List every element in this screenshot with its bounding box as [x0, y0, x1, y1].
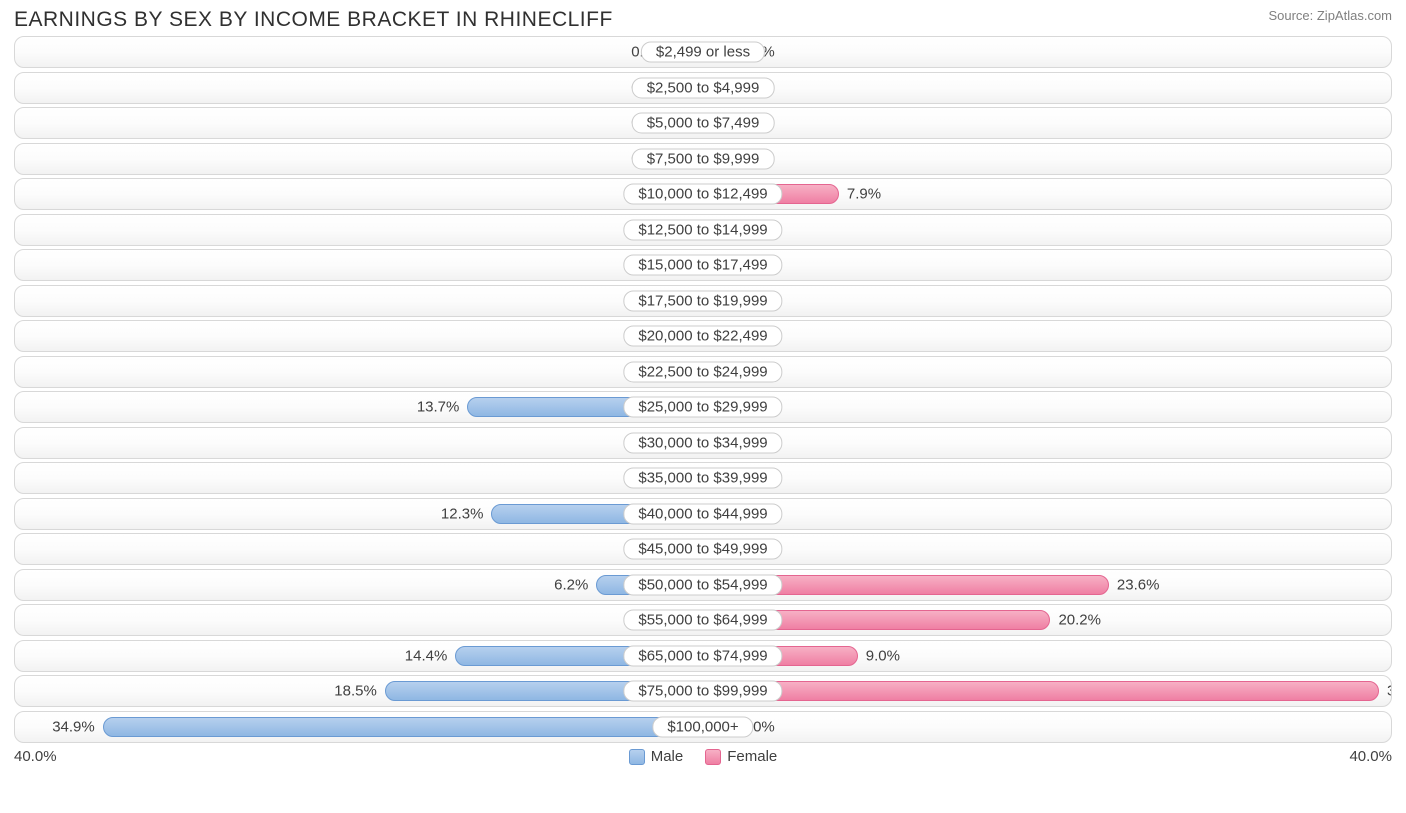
chart-row: 0.0%0.0%$2,499 or less [14, 36, 1392, 68]
category-label: $10,000 to $12,499 [623, 184, 782, 205]
chart-row: 0.0%7.9%$10,000 to $12,499 [14, 178, 1392, 210]
male-value-label: 14.4% [405, 647, 448, 664]
chart-row: 6.2% 23.6% $50,000 to $54,999 [14, 569, 1392, 601]
category-label: $20,000 to $22,499 [623, 326, 782, 347]
category-label: $22,500 to $24,999 [623, 361, 782, 382]
chart-title: EARNINGS BY SEX BY INCOME BRACKET IN RHI… [14, 8, 613, 32]
male-value-label: 34.9% [52, 718, 95, 735]
axis-max-left: 40.0% [14, 748, 57, 765]
category-label: $15,000 to $17,499 [623, 255, 782, 276]
chart-header: EARNINGS BY SEX BY INCOME BRACKET IN RHI… [0, 0, 1406, 36]
chart-row: 14.4% 9.0% $65,000 to $74,999 [14, 640, 1392, 672]
male-bar [103, 717, 703, 737]
female-bar [703, 681, 1379, 701]
category-label: $30,000 to $34,999 [623, 432, 782, 453]
category-label: $45,000 to $49,999 [623, 539, 782, 560]
female-swatch-icon [705, 749, 721, 765]
category-label: $5,000 to $7,499 [632, 113, 775, 134]
category-label: $12,500 to $14,999 [623, 219, 782, 240]
chart-row: 12.3%0.0%$40,000 to $44,999 [14, 498, 1392, 530]
male-value-label: 18.5% [334, 683, 377, 700]
category-label: $2,499 or less [641, 42, 765, 63]
chart-row: 34.9%0.0%$100,000+ [14, 711, 1392, 743]
female-value-label: 39.3% [1387, 683, 1392, 700]
legend: Male Female [629, 748, 778, 765]
female-value-label: 23.6% [1117, 576, 1160, 593]
chart-row: 0.0%0.0%$22,500 to $24,999 [14, 356, 1392, 388]
chart-row: 0.0%20.2%$55,000 to $64,999 [14, 604, 1392, 636]
chart-row: 0.0%0.0%$7,500 to $9,999 [14, 143, 1392, 175]
legend-female-label: Female [727, 748, 777, 765]
category-label: $17,500 to $19,999 [623, 290, 782, 311]
legend-item-female: Female [705, 748, 777, 765]
axis-max-right: 40.0% [1349, 748, 1392, 765]
chart-row: 18.5% 39.3% $75,000 to $99,999 [14, 675, 1392, 707]
category-label: $40,000 to $44,999 [623, 503, 782, 524]
male-value-label: 6.2% [554, 576, 588, 593]
legend-male-label: Male [651, 748, 684, 765]
legend-item-male: Male [629, 748, 684, 765]
chart-row: 0.0%0.0%$5,000 to $7,499 [14, 107, 1392, 139]
category-label: $100,000+ [652, 716, 753, 737]
chart-row: 0.0%0.0%$15,000 to $17,499 [14, 249, 1392, 281]
category-label: $7,500 to $9,999 [632, 148, 775, 169]
chart-row: 0.0%0.0%$17,500 to $19,999 [14, 285, 1392, 317]
chart-row: 0.0%0.0%$2,500 to $4,999 [14, 72, 1392, 104]
category-label: $25,000 to $29,999 [623, 397, 782, 418]
chart-row: 0.0%0.0%$12,500 to $14,999 [14, 214, 1392, 246]
chart-row: 0.0%0.0%$35,000 to $39,999 [14, 462, 1392, 494]
chart-row: 0.0%0.0%$20,000 to $22,499 [14, 320, 1392, 352]
male-swatch-icon [629, 749, 645, 765]
male-value-label: 13.7% [417, 399, 460, 416]
category-label: $50,000 to $54,999 [623, 574, 782, 595]
category-label: $75,000 to $99,999 [623, 681, 782, 702]
chart-footer: 40.0% Male Female 40.0% [0, 746, 1406, 765]
chart-row: 0.0%0.0%$30,000 to $34,999 [14, 427, 1392, 459]
chart-row: 0.0%0.0%$45,000 to $49,999 [14, 533, 1392, 565]
category-label: $2,500 to $4,999 [632, 77, 775, 98]
female-value-label: 20.2% [1058, 612, 1101, 629]
male-value-label: 12.3% [441, 505, 484, 522]
category-label: $65,000 to $74,999 [623, 645, 782, 666]
chart-body: 0.0%0.0%$2,499 or less 0.0%0.0%$2,500 to … [0, 36, 1406, 743]
female-value-label: 7.9% [847, 186, 881, 203]
chart-row: 13.7%0.0%$25,000 to $29,999 [14, 391, 1392, 423]
chart-source: Source: ZipAtlas.com [1268, 8, 1392, 23]
category-label: $55,000 to $64,999 [623, 610, 782, 631]
female-value-label: 9.0% [866, 647, 900, 664]
category-label: $35,000 to $39,999 [623, 468, 782, 489]
